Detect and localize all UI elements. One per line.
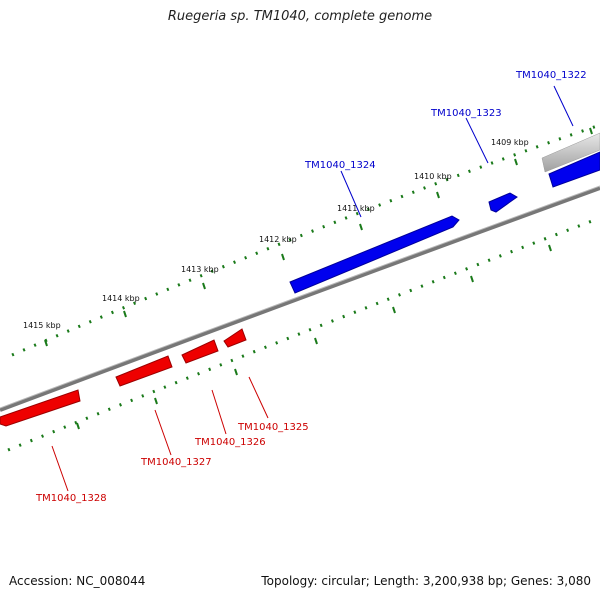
map-title: Ruegeria sp. TM1040, complete genome: [167, 9, 433, 24]
kbp-label: 1412 kbp: [259, 235, 297, 244]
gene-label-tm1040-1324[interactable]: TM1040_1324: [304, 160, 376, 171]
kbp-label: 1414 kbp: [102, 294, 140, 303]
gene-arrow-tm1040-1324[interactable]: [289, 215, 460, 294]
inner-tick-track: [7, 216, 600, 452]
gene-label-tm1040-1325[interactable]: TM1040_1325: [237, 422, 309, 433]
kbp-label: 1413 kbp: [181, 265, 219, 274]
gene-arrow-tm1040-1327[interactable]: [115, 355, 173, 387]
gene-arrow-tm1040-1328[interactable]: [0, 389, 81, 427]
gene-arrow-neighbor[interactable]: [541, 132, 600, 173]
kbp-label: 1410 kbp: [414, 172, 452, 181]
gene-label-tm1040-1327[interactable]: TM1040_1327: [140, 457, 212, 468]
gene-label-tm1040-1326[interactable]: TM1040_1326: [194, 437, 266, 448]
genome-backbone: [0, 186, 600, 412]
gene-arrow-tm1040-1323[interactable]: [488, 192, 518, 213]
kbp-label: 1409 kbp: [491, 138, 529, 147]
inner-major-ticks: [76, 244, 552, 430]
forward-genes: [289, 151, 600, 294]
gene-arrow-tm1040-1322[interactable]: [548, 151, 600, 188]
gene-label-tm1040-1323[interactable]: TM1040_1323: [430, 108, 502, 119]
gene-arrow-tm1040-1325[interactable]: [223, 328, 247, 348]
reverse-genes: [0, 328, 247, 427]
gene-labels: TM1040_1322 TM1040_1323 TM1040_1324 TM10…: [35, 70, 587, 504]
gene-arrow-tm1040-1326[interactable]: [181, 339, 219, 364]
accession-text: Accession: NC_008044: [9, 574, 146, 588]
kbp-labels: 1409 kbp 1410 kbp 1411 kbp 1412 kbp 1413…: [23, 138, 529, 330]
genome-backbone-highlight: [0, 185, 600, 409]
label-leader-lines: [51, 85, 574, 492]
kbp-label: 1415 kbp: [23, 321, 61, 330]
outer-major-ticks: [44, 127, 593, 347]
kbp-label: 1411 kbp: [337, 204, 375, 213]
genome-summary-text: Topology: circular; Length: 3,200,938 bp…: [261, 574, 591, 588]
gene-label-tm1040-1322[interactable]: TM1040_1322: [515, 70, 587, 81]
gene-label-tm1040-1328[interactable]: TM1040_1328: [35, 493, 107, 504]
